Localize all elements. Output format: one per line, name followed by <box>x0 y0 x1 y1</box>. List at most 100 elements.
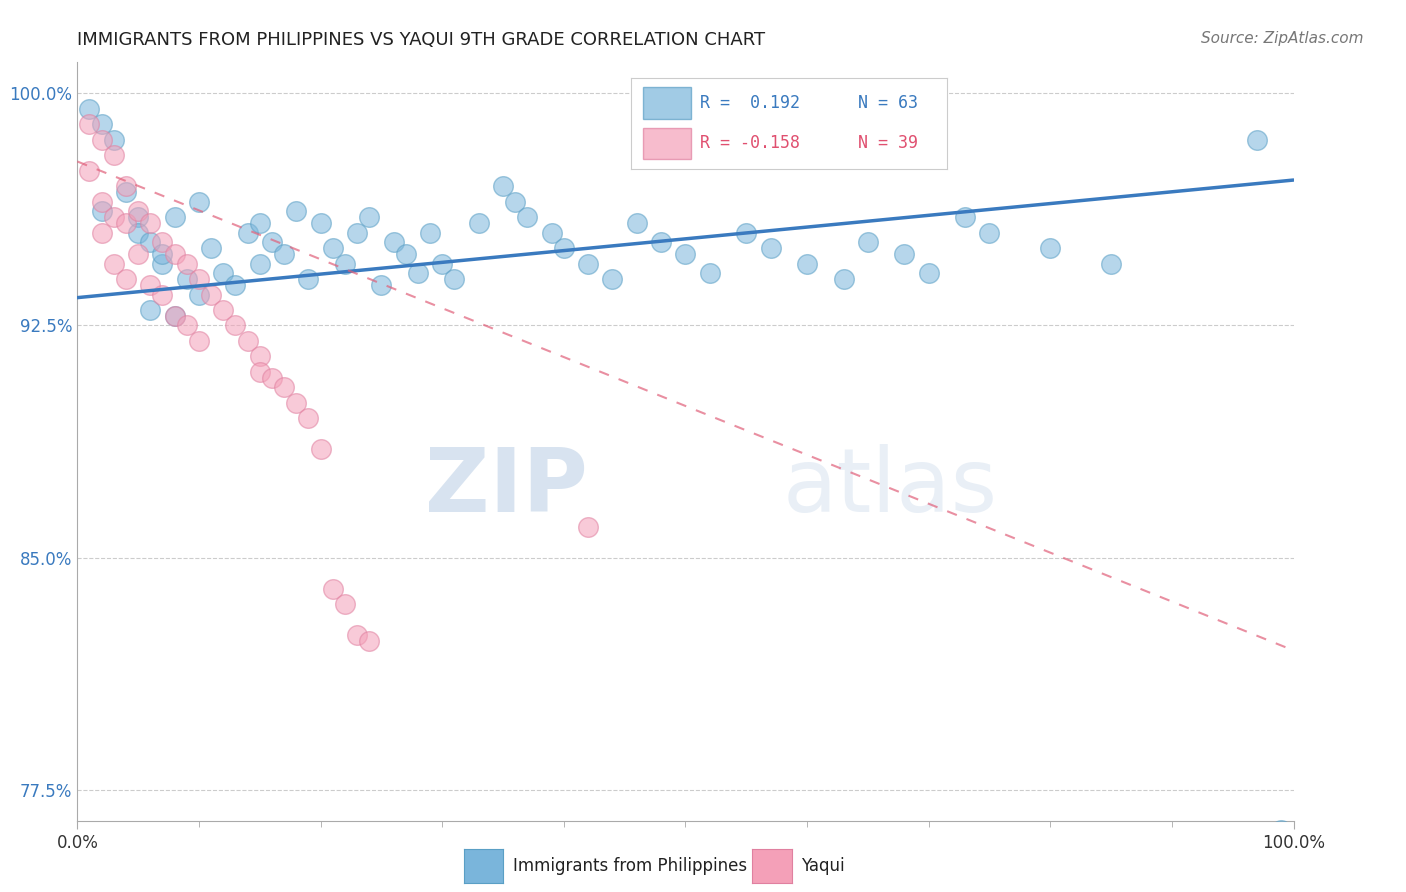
Text: ZIP: ZIP <box>426 443 588 531</box>
Point <box>492 179 515 194</box>
Point <box>346 628 368 642</box>
Point <box>309 442 332 457</box>
Point <box>115 186 138 200</box>
Point <box>163 309 186 323</box>
Point <box>553 241 575 255</box>
Point <box>200 287 222 301</box>
Point <box>79 163 101 178</box>
Point <box>382 235 405 249</box>
Point <box>309 216 332 230</box>
Point <box>103 148 125 162</box>
Text: Yaqui: Yaqui <box>801 857 845 875</box>
Point <box>406 266 429 280</box>
Point <box>626 216 648 230</box>
Point <box>650 235 672 249</box>
Point <box>127 210 149 224</box>
Point <box>212 303 235 318</box>
Point <box>503 194 526 209</box>
Point <box>602 272 624 286</box>
Point <box>152 287 174 301</box>
Point <box>176 272 198 286</box>
Point <box>188 334 211 348</box>
Point <box>953 210 976 224</box>
Point <box>297 411 319 425</box>
Point <box>176 318 198 333</box>
Point <box>152 247 174 261</box>
Point <box>90 194 112 209</box>
Point <box>576 257 599 271</box>
Point <box>576 519 599 533</box>
Point <box>322 582 344 596</box>
Point <box>127 204 149 219</box>
Point <box>359 210 381 224</box>
Point <box>90 117 112 131</box>
Point <box>139 278 162 293</box>
Text: atlas: atlas <box>783 443 998 531</box>
Point <box>103 257 125 271</box>
Point <box>467 216 489 230</box>
Point <box>139 216 162 230</box>
Point <box>395 247 418 261</box>
Point <box>90 204 112 219</box>
Text: Source: ZipAtlas.com: Source: ZipAtlas.com <box>1201 31 1364 46</box>
Point <box>1270 822 1292 837</box>
Point <box>103 210 125 224</box>
Point <box>675 247 697 261</box>
Point <box>273 380 295 394</box>
Point <box>285 396 308 410</box>
Point <box>333 597 356 611</box>
Point <box>249 257 271 271</box>
Point <box>224 278 246 293</box>
Point <box>188 194 211 209</box>
Point <box>1099 257 1122 271</box>
Text: Immigrants from Philippines: Immigrants from Philippines <box>513 857 748 875</box>
Point <box>443 272 465 286</box>
Point <box>188 272 211 286</box>
Point <box>322 241 344 255</box>
Point <box>188 287 211 301</box>
Point <box>333 257 356 271</box>
Point <box>103 133 125 147</box>
Point <box>796 257 818 271</box>
Point <box>139 235 162 249</box>
Text: IMMIGRANTS FROM PHILIPPINES VS YAQUI 9TH GRADE CORRELATION CHART: IMMIGRANTS FROM PHILIPPINES VS YAQUI 9TH… <box>77 31 765 49</box>
Point <box>832 272 855 286</box>
Point <box>893 247 915 261</box>
Point <box>127 226 149 240</box>
Point <box>115 216 138 230</box>
Point <box>200 241 222 255</box>
Point <box>260 371 283 385</box>
Point <box>430 257 453 271</box>
Point <box>163 247 186 261</box>
Point <box>249 216 271 230</box>
Point <box>273 247 295 261</box>
Point <box>163 309 186 323</box>
Point <box>236 334 259 348</box>
Point <box>212 266 235 280</box>
Point <box>1039 241 1062 255</box>
Point <box>127 247 149 261</box>
Point <box>285 204 308 219</box>
Point <box>699 266 721 280</box>
Point <box>249 350 271 364</box>
Point <box>346 226 368 240</box>
Point <box>139 303 162 318</box>
Point <box>79 117 101 131</box>
Point <box>979 226 1001 240</box>
Point <box>516 210 538 224</box>
Point <box>1246 133 1268 147</box>
Point <box>236 226 259 240</box>
Point <box>79 102 101 116</box>
Point <box>856 235 879 249</box>
Point <box>359 634 381 648</box>
Point <box>224 318 246 333</box>
Point <box>115 272 138 286</box>
Point <box>90 226 112 240</box>
Point <box>918 266 941 280</box>
Point <box>152 257 174 271</box>
Point <box>297 272 319 286</box>
Point <box>115 179 138 194</box>
Point <box>419 226 441 240</box>
Point <box>152 235 174 249</box>
Point <box>735 226 758 240</box>
